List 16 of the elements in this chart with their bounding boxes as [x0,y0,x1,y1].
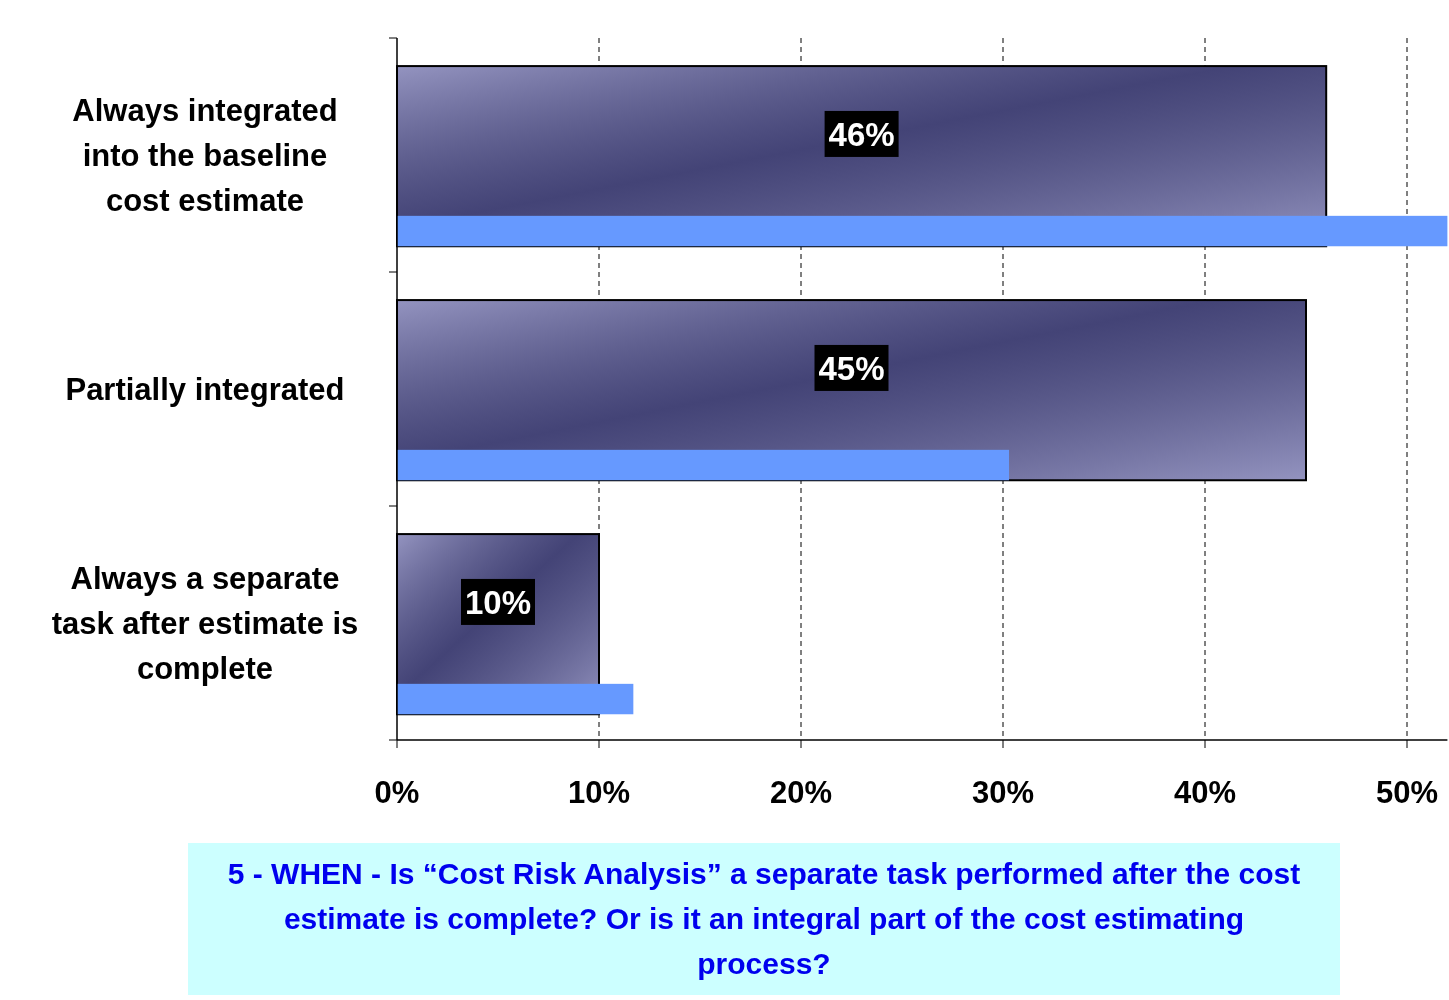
y-tick-label: Always a separate task after estimate is complete [51,561,359,686]
x-tick-label: 0% [374,775,420,810]
y-tick-label: Always integrated into the baseline cost estimate [72,93,338,218]
x-tick-label: 30% [971,775,1035,810]
y-tick-label: Partially integrated [65,372,345,407]
x-tick-label: 20% [769,775,833,810]
data-label: 10% [464,583,532,621]
x-tick-label: 40% [1173,775,1237,810]
text: 5 - WHEN - Is “Cost Risk Analysis” a separate task performed after the cost estimate is complete? Or is it an integral part of the cost estimating process? [227,857,1301,980]
data-label: 45% [818,349,885,387]
x-tick-label: 10% [567,775,631,810]
data-label: 46% [828,115,895,153]
x-tick-label: 50% [1375,775,1439,810]
bar [397,215,1448,247]
bar [397,449,1010,481]
bar [397,683,634,715]
